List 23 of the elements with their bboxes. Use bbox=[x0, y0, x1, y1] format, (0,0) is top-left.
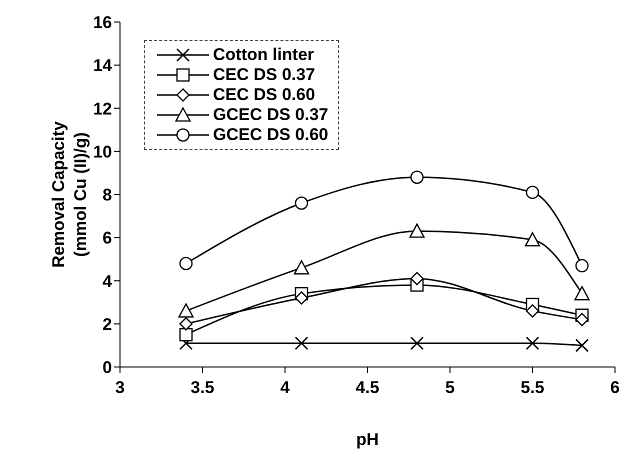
y-tick-label: 16 bbox=[93, 13, 112, 32]
legend-label: GCEC DS 0.37 bbox=[213, 105, 328, 125]
y-tick-label: 6 bbox=[102, 228, 112, 248]
y-tick-label: 12 bbox=[93, 99, 112, 118]
y-tick-label: 4 bbox=[102, 272, 113, 291]
y-tick-label: 2 bbox=[102, 314, 112, 334]
legend-label: CEC DS 0.60 bbox=[213, 85, 316, 105]
x-axis-title: pH bbox=[356, 430, 379, 449]
legend-label: CEC DS 0.37 bbox=[213, 65, 316, 85]
y-tick-label: 8 bbox=[102, 186, 112, 205]
x-tick-label: 5 bbox=[445, 378, 455, 398]
x-tick-label: 3 bbox=[115, 378, 125, 398]
legend-label: GCEC DS 0.60 bbox=[213, 125, 328, 145]
y-tick-label: 10 bbox=[93, 142, 112, 162]
x-tick-label: 4 bbox=[280, 378, 290, 398]
x-tick-label: 5.5 bbox=[520, 378, 544, 398]
x-tick-label: 3.5 bbox=[190, 378, 214, 398]
x-tick-label: 4.5 bbox=[356, 378, 380, 398]
y-axis-title: Removal Capacity (mmol Cu (II)/g) bbox=[49, 120, 90, 268]
y-tick-label: 0 bbox=[102, 358, 112, 378]
x-tick-label: 6 bbox=[610, 378, 620, 398]
y-tick-label: 14 bbox=[93, 56, 113, 76]
legend-label: Cotton linter bbox=[213, 45, 314, 65]
